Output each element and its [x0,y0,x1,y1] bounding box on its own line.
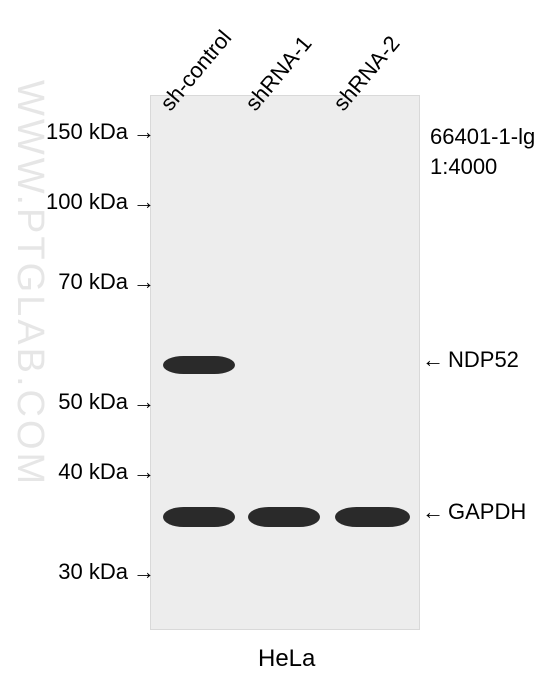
antibody-info: 66401-1-lg 1:4000 [430,122,535,181]
mw-arrow-150: → [133,119,155,145]
mw-label-100: 100 kDa [46,189,128,215]
target-arrow-gapdh: ← [422,499,444,525]
mw-arrow-30: → [133,559,155,585]
mw-label-70: 70 kDa [58,269,128,295]
target-arrow-ndp52: ← [422,347,444,373]
band-gapdh-lane2 [248,507,320,527]
mw-label-50: 50 kDa [58,389,128,415]
mw-arrow-100: → [133,189,155,215]
mw-arrow-50: → [133,389,155,415]
antibody-dilution: 1:4000 [430,152,535,182]
mw-label-30: 30 kDa [58,559,128,585]
band-ndp52-lane1 [163,356,235,374]
watermark-text: WWW.PTGLAB.COM [8,80,51,487]
mw-label-40: 40 kDa [58,459,128,485]
target-label-ndp52: NDP52 [448,347,519,373]
antibody-catalog: 66401-1-lg [430,122,535,152]
mw-arrow-40: → [133,459,155,485]
mw-arrow-70: → [133,269,155,295]
band-gapdh-lane3 [335,507,410,527]
target-label-gapdh: GAPDH [448,499,526,525]
mw-label-150: 150 kDa [46,119,128,145]
western-blot-figure: { "figure": { "type": "western-blot", "b… [0,0,560,700]
band-gapdh-lane1 [163,507,235,527]
sample-label: HeLa [258,645,315,673]
